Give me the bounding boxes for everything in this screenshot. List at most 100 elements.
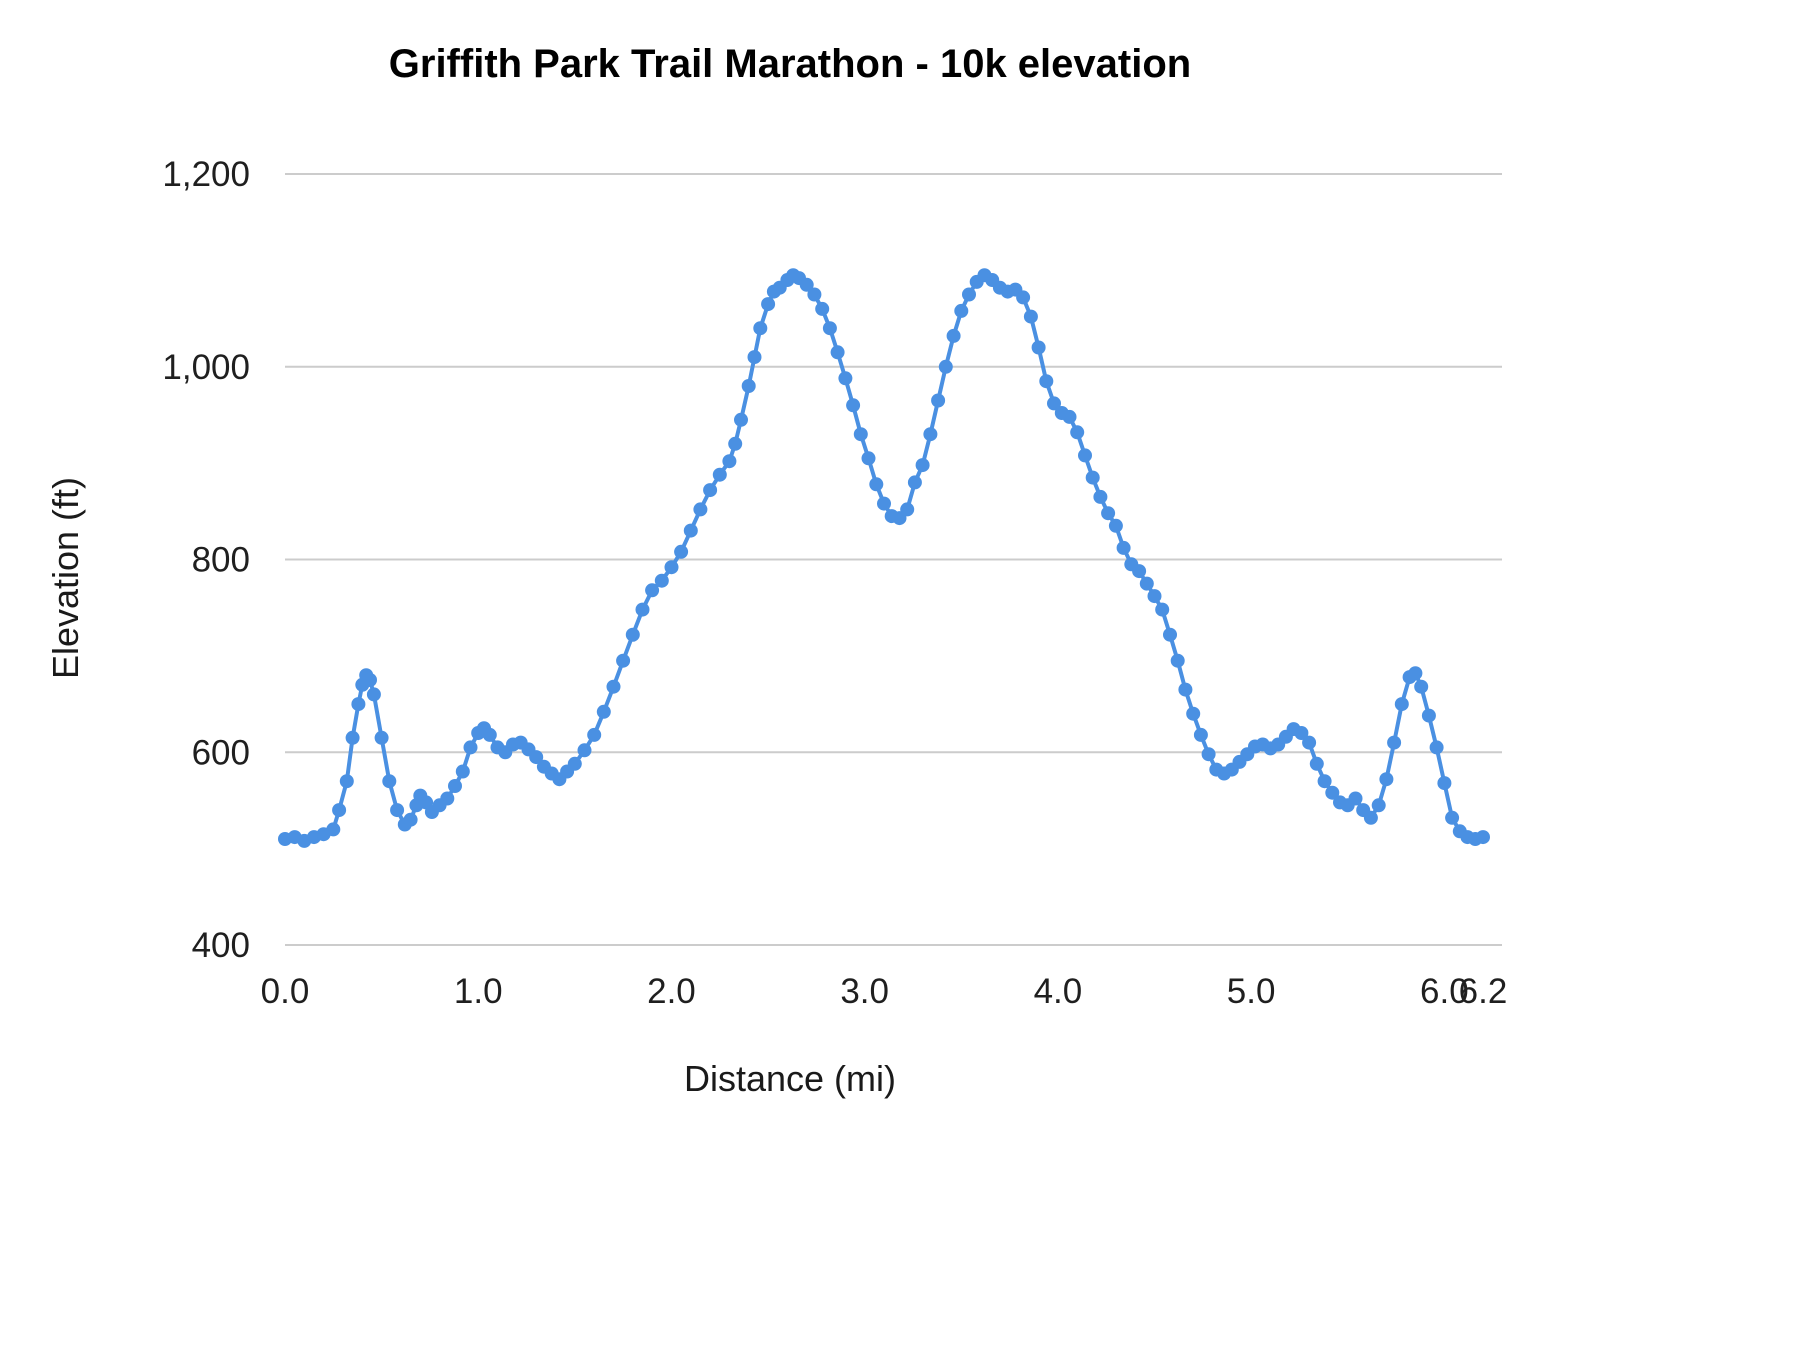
data-point — [838, 371, 853, 386]
data-point — [946, 328, 961, 343]
data-point — [1139, 576, 1154, 591]
data-point — [846, 398, 861, 413]
y-tick-label: 600 — [192, 733, 250, 772]
data-point — [1186, 706, 1201, 721]
data-point — [596, 704, 611, 719]
data-point — [440, 791, 455, 806]
chart-title: Griffith Park Trail Marathon - 10k eleva… — [388, 42, 1192, 86]
data-point — [403, 812, 418, 827]
data-point — [1039, 374, 1054, 389]
data-point — [683, 523, 698, 538]
data-point — [1201, 747, 1216, 762]
x-tick-label: 0.0 — [261, 972, 310, 1011]
y-tick-label: 800 — [192, 541, 250, 580]
data-point — [635, 602, 650, 617]
data-point — [1170, 653, 1185, 668]
data-point — [1429, 740, 1444, 755]
data-point — [1476, 830, 1490, 845]
data-point — [455, 764, 470, 779]
data-point — [645, 583, 660, 598]
data-point — [332, 803, 347, 818]
data-point — [366, 687, 381, 702]
data-point — [1016, 290, 1031, 305]
data-point — [448, 779, 462, 793]
data-point — [722, 454, 737, 469]
data-point — [1317, 774, 1332, 789]
data-point — [761, 297, 776, 312]
data-point — [1070, 425, 1085, 440]
data-point — [869, 477, 884, 492]
data-point — [1309, 756, 1324, 771]
data-point — [567, 756, 582, 771]
data-point — [799, 277, 814, 292]
data-point — [606, 679, 621, 694]
data-point — [674, 544, 689, 559]
data-point — [345, 730, 360, 745]
data-point — [1023, 309, 1038, 324]
data-point — [482, 727, 497, 742]
data-point — [907, 475, 922, 490]
data-point — [625, 627, 640, 642]
data-point — [616, 653, 631, 668]
data-point — [1414, 679, 1429, 694]
data-point — [900, 502, 915, 517]
data-point — [1408, 666, 1423, 681]
data-point — [1394, 697, 1409, 712]
x-tick-label: 4.0 — [1034, 972, 1083, 1011]
data-point — [1062, 409, 1077, 424]
data-point — [703, 483, 718, 498]
y-tick-label: 1,200 — [162, 155, 250, 194]
data-point — [1116, 540, 1131, 555]
data-point — [1437, 776, 1452, 791]
data-point — [1445, 810, 1460, 825]
data-point — [693, 502, 708, 517]
elevation-series-line — [283, 273, 1485, 843]
data-point — [753, 321, 768, 336]
data-point — [954, 303, 969, 318]
data-point — [1294, 726, 1309, 740]
x-tick-label: 6.0 — [1420, 972, 1469, 1011]
data-point — [741, 379, 756, 393]
data-point — [339, 774, 354, 789]
data-point — [1363, 810, 1378, 825]
data-point — [1108, 518, 1123, 533]
data-point — [1325, 785, 1340, 800]
x-tick-label: 2.0 — [647, 972, 696, 1011]
data-point — [351, 697, 366, 712]
data-point — [463, 740, 478, 755]
data-point — [962, 287, 976, 302]
y-tick-label: 400 — [192, 926, 250, 965]
data-point — [931, 393, 946, 408]
data-point — [1163, 627, 1177, 642]
data-point — [1155, 602, 1170, 617]
data-point — [654, 573, 669, 588]
data-point — [1101, 506, 1116, 521]
data-point — [664, 560, 679, 575]
data-point — [1132, 564, 1147, 579]
data-point — [1371, 798, 1386, 813]
data-point — [1348, 791, 1363, 806]
x-tick-label: 1.0 — [454, 972, 503, 1011]
data-point — [382, 774, 397, 789]
data-point — [938, 359, 953, 374]
data-point — [807, 287, 822, 302]
data-point — [1031, 340, 1046, 355]
data-point — [915, 458, 930, 473]
data-point — [326, 822, 341, 837]
data-point — [1387, 735, 1402, 750]
data-point — [529, 750, 544, 765]
data-point — [587, 727, 602, 742]
data-point — [1093, 489, 1108, 504]
data-point — [734, 412, 748, 427]
data-point — [1147, 589, 1162, 604]
y-tick-label: 1,000 — [162, 348, 250, 387]
data-point — [877, 496, 891, 511]
data-point — [1379, 772, 1394, 787]
data-point — [1047, 396, 1061, 411]
data-point — [1078, 448, 1092, 463]
data-point — [728, 436, 743, 451]
data-point — [830, 345, 845, 360]
data-point — [577, 743, 592, 758]
